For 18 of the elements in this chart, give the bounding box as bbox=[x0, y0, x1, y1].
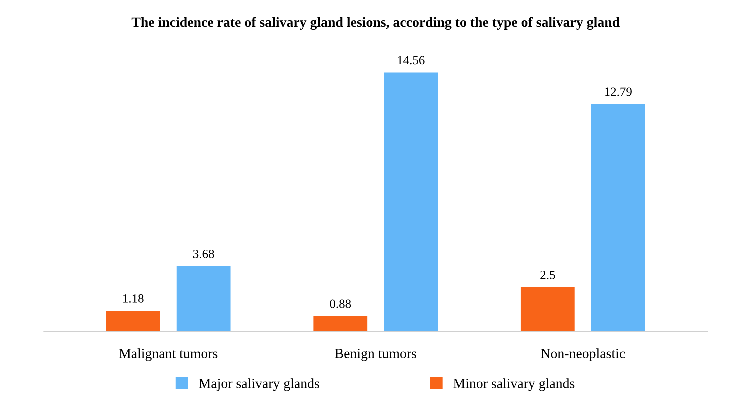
data-label: 2.5 bbox=[540, 270, 556, 280]
legend-label: Major salivary glands bbox=[199, 378, 320, 392]
bar bbox=[106, 310, 160, 332]
x-tick-label: Malignant tumors bbox=[119, 348, 218, 362]
legend-label: Minor salivary glands bbox=[454, 378, 575, 392]
chart-title: The incidence rate of salivary gland lesions, according to the type of salivary gland bbox=[132, 17, 620, 30]
data-label: 1.18 bbox=[124, 294, 144, 303]
bar bbox=[591, 104, 646, 332]
data-label: 0.88 bbox=[330, 300, 352, 308]
bar bbox=[314, 316, 368, 332]
bar bbox=[520, 287, 575, 332]
data-label: 3.68 bbox=[193, 250, 214, 258]
data-label: 12.79 bbox=[605, 88, 632, 96]
bar bbox=[176, 266, 231, 332]
x-tick-label: Benign tumors bbox=[335, 349, 416, 362]
data-label: 14.56 bbox=[398, 56, 425, 65]
x-tick-label: Non-neoplastic bbox=[541, 348, 626, 362]
bar bbox=[384, 72, 438, 332]
